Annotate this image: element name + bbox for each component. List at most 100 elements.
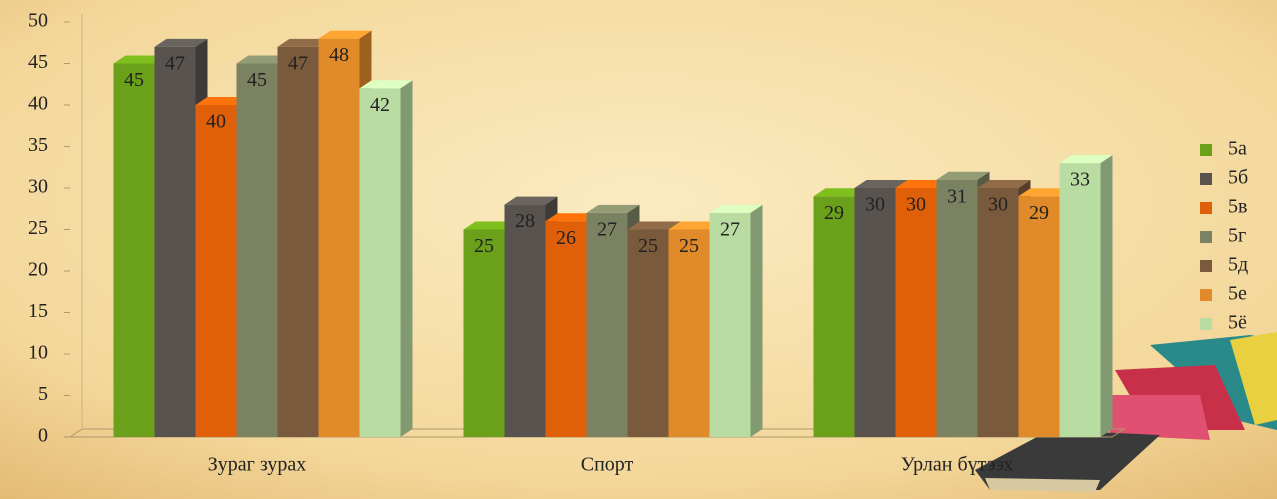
bar-front bbox=[895, 188, 937, 437]
data-label: 25 bbox=[474, 235, 494, 257]
floor bbox=[68, 428, 1126, 438]
bar-top bbox=[977, 180, 1031, 188]
data-label: 29 bbox=[824, 202, 844, 224]
legend-label: 5г bbox=[1228, 225, 1246, 247]
y-tick-label: 45 bbox=[28, 51, 48, 73]
bar-top bbox=[154, 38, 208, 47]
data-label: 30 bbox=[906, 194, 926, 216]
bar-top bbox=[1018, 188, 1072, 197]
bar-front bbox=[236, 63, 278, 437]
bar-front bbox=[463, 229, 505, 437]
bar-front bbox=[1018, 196, 1060, 437]
bar-front bbox=[709, 212, 751, 437]
data-label: 45 bbox=[247, 69, 267, 91]
legend-swatch bbox=[1200, 144, 1212, 156]
data-label: 47 bbox=[288, 52, 308, 74]
bar-front bbox=[277, 46, 319, 438]
data-label: 31 bbox=[947, 185, 967, 207]
bar bbox=[709, 204, 763, 437]
bar-top bbox=[854, 180, 908, 188]
bar bbox=[1059, 155, 1113, 437]
y-tick-label: 15 bbox=[28, 300, 48, 322]
legend-label: 5в bbox=[1228, 196, 1247, 218]
y-tick-label: 50 bbox=[28, 10, 48, 32]
y-tick-label: 20 bbox=[28, 259, 48, 281]
bar-top bbox=[359, 80, 413, 89]
plot: 0 5 10 15 20 25 30 35 40 45 50 Зураг зурах 45 47 40 45 4… bbox=[28, 10, 1248, 476]
bar bbox=[359, 80, 413, 438]
bar-side bbox=[750, 204, 763, 437]
data-label: 27 bbox=[720, 218, 740, 240]
legend-swatch bbox=[1200, 231, 1212, 243]
bar-front bbox=[113, 63, 155, 437]
legend-swatch bbox=[1200, 318, 1212, 330]
bar-top bbox=[668, 221, 722, 230]
bar-top bbox=[195, 97, 249, 105]
data-label: 30 bbox=[865, 194, 885, 216]
data-label: 48 bbox=[329, 44, 349, 66]
bar-top bbox=[463, 221, 517, 230]
bar-top bbox=[936, 171, 990, 180]
legend-swatch bbox=[1200, 260, 1212, 272]
data-label: 29 bbox=[1029, 202, 1049, 224]
bar-top bbox=[236, 55, 290, 64]
legend-label: 5е bbox=[1228, 283, 1247, 305]
bar-front bbox=[154, 46, 196, 438]
bar-front bbox=[318, 38, 360, 437]
y-tick-label: 35 bbox=[28, 134, 48, 156]
bar-top bbox=[709, 204, 763, 213]
legend-label: 5а bbox=[1228, 138, 1247, 160]
legend-swatch bbox=[1200, 289, 1212, 301]
y-tick-label: 30 bbox=[28, 176, 48, 198]
bar-front bbox=[1059, 163, 1101, 437]
bar-front bbox=[545, 221, 587, 437]
data-label: 42 bbox=[370, 94, 390, 116]
bar-top bbox=[504, 196, 558, 205]
bar-front bbox=[627, 229, 669, 437]
bar-top bbox=[1059, 155, 1113, 164]
y-tick-label: 10 bbox=[28, 342, 48, 364]
bar-top bbox=[277, 38, 331, 47]
bar-front bbox=[668, 229, 710, 437]
bar-top bbox=[813, 188, 867, 197]
bar-top bbox=[113, 55, 167, 64]
data-label: 25 bbox=[679, 235, 699, 257]
bar-front bbox=[977, 188, 1019, 437]
books bbox=[975, 332, 1277, 492]
bar-top bbox=[627, 221, 681, 230]
legend-swatch bbox=[1200, 173, 1212, 185]
data-label: 27 bbox=[597, 218, 617, 240]
y-tick-label: 5 bbox=[38, 383, 48, 405]
data-label: 33 bbox=[1070, 169, 1090, 191]
bar-side bbox=[1100, 155, 1113, 437]
bar-top bbox=[586, 204, 640, 213]
legend-label: 5д bbox=[1228, 254, 1248, 276]
bar-front bbox=[936, 179, 978, 437]
bar-front bbox=[504, 204, 546, 437]
x-tick-label: Спорт bbox=[581, 454, 634, 476]
x-tick-label: Урлан бүтээх bbox=[901, 454, 1014, 476]
data-label: 25 bbox=[638, 235, 658, 257]
legend-label: 5б bbox=[1228, 167, 1248, 189]
bar-front bbox=[195, 105, 237, 437]
bar-front bbox=[586, 212, 628, 437]
data-label: 40 bbox=[206, 111, 226, 133]
bar-front bbox=[359, 88, 401, 438]
data-label: 28 bbox=[515, 210, 535, 232]
legend-swatch bbox=[1200, 202, 1212, 214]
bar-side bbox=[400, 80, 413, 438]
bar-top bbox=[318, 30, 372, 39]
data-label: 30 bbox=[988, 194, 1008, 216]
bar-front bbox=[854, 188, 896, 437]
data-label: 26 bbox=[556, 227, 576, 249]
bar-front bbox=[813, 196, 855, 437]
y-tick-label: 0 bbox=[38, 425, 48, 447]
bar-top bbox=[545, 213, 599, 222]
bar-top bbox=[895, 180, 949, 188]
data-label: 47 bbox=[165, 52, 185, 74]
y-tick-label: 25 bbox=[28, 217, 48, 239]
x-tick-label: Зураг зурах bbox=[208, 454, 306, 476]
y-tick-label: 40 bbox=[28, 93, 48, 115]
